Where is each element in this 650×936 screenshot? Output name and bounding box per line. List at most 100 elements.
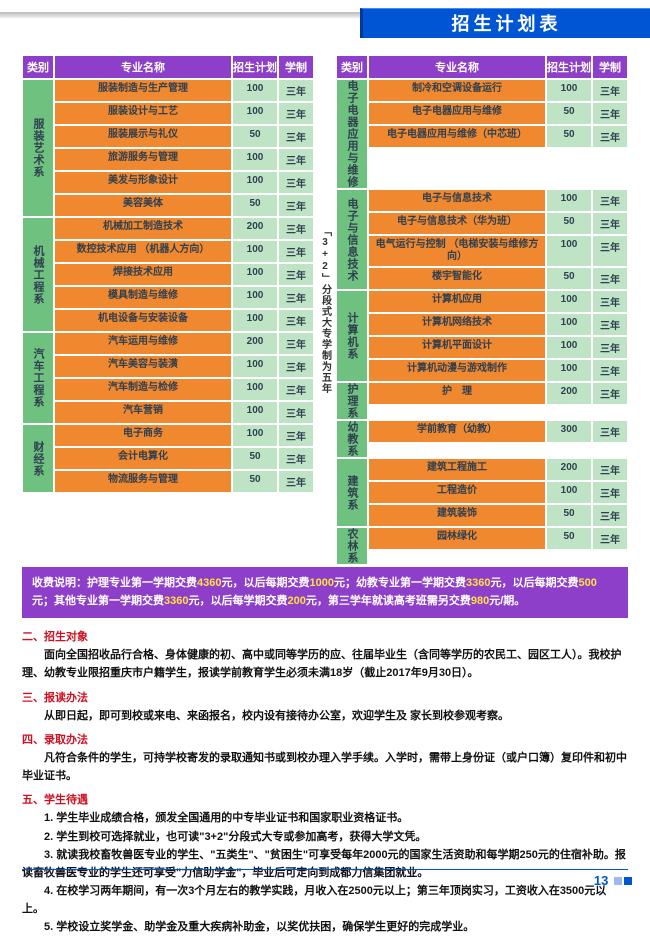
col-major: 专业名称: [54, 55, 232, 79]
table-row: 工程造价100三年: [368, 481, 628, 504]
col-plan: 招生计划: [546, 55, 592, 79]
plan-cell: 100: [546, 313, 592, 336]
table-row: 计算机平面设计100三年: [368, 336, 628, 359]
major-cell: 电子商务: [54, 424, 232, 447]
major-cell: 建筑装饰: [368, 504, 546, 527]
major-cell: 计算机网络技术: [368, 313, 546, 336]
category-cell: 电子电器应用与维修: [336, 79, 368, 189]
plan-cell: 200: [546, 458, 592, 481]
major-cell: 物流服务与管理: [54, 470, 232, 493]
table-row: 汽车美容与装潢100三年: [54, 355, 314, 378]
major-cell: 旅游服务与管理: [54, 148, 232, 171]
enrollment-tables: 类别 专业名称 招生计划 学制 服装艺术系服装制造与生产管理100三年服装设计与…: [22, 55, 628, 565]
category-group: 农林系园林绿化50三年: [336, 527, 628, 565]
duration-cell: 三年: [278, 332, 314, 355]
page-title: 招生计划表: [360, 8, 650, 38]
duration-cell: 三年: [278, 447, 314, 470]
duration-cell: 三年: [278, 470, 314, 493]
table-row: 计算机应用100三年: [368, 290, 628, 313]
plan-cell: 50: [546, 267, 592, 290]
plan-cell: 100: [232, 171, 278, 194]
category-group: 幼教系学前教育（幼教）300三年: [336, 420, 628, 458]
plan-cell: 100: [232, 309, 278, 332]
duration-cell: 三年: [592, 212, 628, 235]
category-group: 财经系电子商务100三年会计电算化50三年物流服务与管理50三年: [22, 424, 314, 493]
category-group: 机械工程系机械加工制造技术200三年数控技术应用 （机器人方向）100三年焊接技…: [22, 217, 314, 332]
table-row: 电子与信息技术100三年: [368, 189, 628, 212]
duration-cell: 三年: [592, 527, 628, 550]
major-cell: 机电设备与安装设备: [54, 309, 232, 332]
table-row: 建筑工程施工200三年: [368, 458, 628, 481]
table-row: 服装制造与生产管理100三年: [54, 79, 314, 102]
plan-cell: 50: [232, 470, 278, 493]
table-row: 数控技术应用 （机器人方向）100三年: [54, 240, 314, 263]
major-cell: 服装制造与生产管理: [54, 79, 232, 102]
plan-cell: 100: [546, 235, 592, 267]
col-duration: 学制: [278, 55, 314, 79]
col-major: 专业名称: [368, 55, 546, 79]
duration-cell: 三年: [278, 240, 314, 263]
duration-cell: 三年: [278, 424, 314, 447]
duration-cell: 三年: [278, 194, 314, 217]
fee-value: 3360: [164, 595, 188, 607]
fee-text: 收费说明：护理专业第一学期交费: [32, 577, 197, 589]
square-icon: [624, 877, 632, 885]
row-list: 护 理200三年: [368, 382, 628, 420]
duration-cell: 三年: [278, 401, 314, 424]
duration-cell: 三年: [592, 382, 628, 405]
plan-cell: 50: [546, 212, 592, 235]
table-row: 建筑装饰50三年: [368, 504, 628, 527]
table-header: 类别 专业名称 招生计划 学制: [22, 55, 314, 79]
row-list: 计算机应用100三年计算机网络技术100三年计算机平面设计100三年计算机动漫与…: [368, 290, 628, 382]
section-item: 5. 学校设立奖学金、助学金及重大疾病补助金，以奖优扶困，确保学生更好的完成学业…: [22, 918, 628, 936]
major-cell: 计算机应用: [368, 290, 546, 313]
major-cell: 楼宇智能化: [368, 267, 546, 290]
plan-cell: 100: [232, 401, 278, 424]
major-cell: 计算机平面设计: [368, 336, 546, 359]
table-row: 焊接技术应用100三年: [54, 263, 314, 286]
section-heading: 五、学生待遇: [22, 791, 628, 809]
duration-cell: 三年: [592, 125, 628, 148]
section-item: 4. 在校学习两年期间，有一次3个月左右的教学实践，月收入在2500元以上；第三…: [22, 882, 628, 918]
plan-cell: 100: [546, 290, 592, 313]
duration-cell: 三年: [592, 336, 628, 359]
major-cell: 电子与信息技术: [368, 189, 546, 212]
square-icon: [614, 877, 622, 885]
table-row: 计算机网络技术100三年: [368, 313, 628, 336]
fee-text: 元，以后每期交费: [221, 577, 309, 589]
fee-text: 元，第三学年就读高考班需另交费: [306, 595, 471, 607]
category-cell: 电子与信息技术: [336, 189, 368, 290]
major-cell: 服装设计与工艺: [54, 102, 232, 125]
major-cell: 电子与信息技术（华为班）: [368, 212, 546, 235]
fee-text: 元，以后每学期交费: [188, 595, 287, 607]
plan-cell: 100: [232, 79, 278, 102]
table-row: 旅游服务与管理100三年: [54, 148, 314, 171]
plan-cell: 100: [546, 79, 592, 102]
table-row: 模具制造与维修100三年: [54, 286, 314, 309]
table-row: 学前教育（幼教）300三年: [368, 420, 628, 443]
category-cell: 建筑系: [336, 458, 368, 527]
major-cell: 建筑工程施工: [368, 458, 546, 481]
category-group: 汽车工程系汽车运用与维修200三年汽车美容与装潢100三年汽车制造与检修100三…: [22, 332, 314, 424]
duration-cell: 三年: [278, 217, 314, 240]
major-cell: 计算机动漫与游戏制作: [368, 359, 546, 382]
table-row: 电子电器应用与维修（中芯班）50三年: [368, 125, 628, 148]
left-table: 类别 专业名称 招生计划 学制 服装艺术系服装制造与生产管理100三年服装设计与…: [22, 55, 314, 565]
fee-value: 3360: [466, 577, 490, 589]
table-row: 会计电算化50三年: [54, 447, 314, 470]
section-body: 面向全国招收品行合格、身体健康的初、高中或同等学历的应、往届毕业生（含同等学历的…: [22, 646, 628, 682]
duration-cell: 三年: [278, 355, 314, 378]
major-cell: 机械加工制造技术: [54, 217, 232, 240]
footer-line: [22, 869, 628, 870]
row-list: 电子商务100三年会计电算化50三年物流服务与管理50三年: [54, 424, 314, 493]
plan-cell: 100: [232, 355, 278, 378]
major-cell: 焊接技术应用: [54, 263, 232, 286]
table-row: 服装设计与工艺100三年: [54, 102, 314, 125]
plan-cell: 100: [232, 148, 278, 171]
table-row: 汽车制造与检修100三年: [54, 378, 314, 401]
duration-cell: 三年: [592, 189, 628, 212]
duration-cell: 三年: [592, 102, 628, 125]
duration-cell: 三年: [592, 267, 628, 290]
major-cell: 会计电算化: [54, 447, 232, 470]
table-row: 电子与信息技术（华为班）50三年: [368, 212, 628, 235]
